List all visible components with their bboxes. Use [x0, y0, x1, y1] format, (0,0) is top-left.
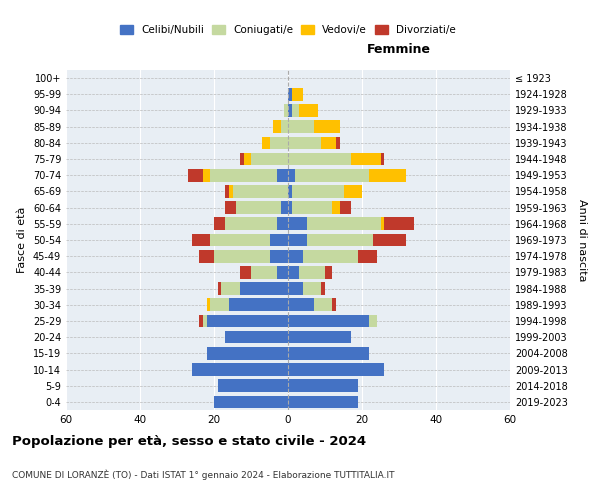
- Bar: [269, 250, 288, 262]
- Bar: [343, 185, 362, 198]
- Bar: [281, 202, 288, 214]
- Bar: [210, 234, 269, 246]
- Bar: [244, 152, 251, 166]
- Bar: [299, 104, 317, 117]
- Bar: [288, 185, 292, 198]
- Text: Femmine: Femmine: [367, 44, 431, 57]
- Bar: [221, 282, 240, 295]
- Bar: [273, 120, 281, 133]
- Bar: [206, 298, 210, 311]
- Bar: [299, 266, 325, 278]
- Bar: [236, 202, 281, 214]
- Bar: [188, 169, 203, 181]
- Bar: [277, 266, 288, 278]
- Bar: [332, 298, 336, 311]
- Legend: Celibi/Nubili, Coniugati/e, Vedovi/e, Divorziati/e: Celibi/Nubili, Coniugati/e, Vedovi/e, Di…: [116, 21, 460, 39]
- Bar: [206, 347, 288, 360]
- Bar: [240, 266, 251, 278]
- Bar: [210, 169, 277, 181]
- Bar: [336, 136, 340, 149]
- Bar: [292, 104, 299, 117]
- Bar: [214, 396, 288, 408]
- Bar: [225, 331, 288, 344]
- Bar: [203, 314, 206, 328]
- Bar: [322, 136, 336, 149]
- Bar: [288, 88, 292, 101]
- Bar: [262, 136, 269, 149]
- Bar: [210, 298, 229, 311]
- Bar: [251, 266, 277, 278]
- Bar: [288, 266, 299, 278]
- Bar: [206, 314, 288, 328]
- Text: COMUNE DI LORANZÈ (TO) - Dati ISTAT 1° gennaio 2024 - Elaborazione TUTTITALIA.IT: COMUNE DI LORANZÈ (TO) - Dati ISTAT 1° g…: [12, 470, 395, 480]
- Bar: [288, 152, 351, 166]
- Bar: [269, 234, 288, 246]
- Bar: [322, 282, 325, 295]
- Bar: [288, 250, 303, 262]
- Bar: [384, 218, 414, 230]
- Bar: [284, 104, 288, 117]
- Bar: [288, 120, 314, 133]
- Bar: [288, 282, 303, 295]
- Y-axis label: Fasce di età: Fasce di età: [17, 207, 27, 273]
- Bar: [288, 347, 370, 360]
- Bar: [288, 234, 307, 246]
- Bar: [199, 250, 214, 262]
- Bar: [269, 136, 288, 149]
- Text: Popolazione per età, sesso e stato civile - 2024: Popolazione per età, sesso e stato civil…: [12, 435, 366, 448]
- Bar: [292, 185, 343, 198]
- Bar: [332, 202, 340, 214]
- Bar: [340, 202, 351, 214]
- Bar: [370, 169, 406, 181]
- Y-axis label: Anni di nascita: Anni di nascita: [577, 198, 587, 281]
- Bar: [292, 88, 303, 101]
- Bar: [314, 298, 332, 311]
- Bar: [288, 169, 295, 181]
- Bar: [218, 380, 288, 392]
- Bar: [314, 120, 340, 133]
- Bar: [240, 152, 244, 166]
- Bar: [370, 314, 377, 328]
- Bar: [288, 202, 292, 214]
- Bar: [199, 314, 203, 328]
- Bar: [288, 314, 370, 328]
- Bar: [229, 298, 288, 311]
- Bar: [214, 218, 225, 230]
- Bar: [288, 331, 351, 344]
- Bar: [288, 396, 358, 408]
- Bar: [225, 218, 277, 230]
- Bar: [225, 202, 236, 214]
- Bar: [203, 169, 210, 181]
- Bar: [307, 234, 373, 246]
- Bar: [373, 234, 406, 246]
- Bar: [288, 136, 322, 149]
- Bar: [288, 218, 307, 230]
- Bar: [288, 363, 384, 376]
- Bar: [288, 380, 358, 392]
- Bar: [325, 266, 332, 278]
- Bar: [292, 202, 332, 214]
- Bar: [277, 169, 288, 181]
- Bar: [307, 218, 380, 230]
- Bar: [380, 152, 384, 166]
- Bar: [281, 120, 288, 133]
- Bar: [277, 218, 288, 230]
- Bar: [225, 185, 229, 198]
- Bar: [288, 104, 292, 117]
- Bar: [192, 363, 288, 376]
- Bar: [351, 152, 380, 166]
- Bar: [240, 282, 288, 295]
- Bar: [358, 250, 377, 262]
- Bar: [295, 169, 370, 181]
- Bar: [192, 234, 210, 246]
- Bar: [380, 218, 384, 230]
- Bar: [303, 250, 358, 262]
- Bar: [303, 282, 322, 295]
- Bar: [218, 282, 221, 295]
- Bar: [229, 185, 233, 198]
- Bar: [214, 250, 269, 262]
- Bar: [288, 298, 314, 311]
- Bar: [251, 152, 288, 166]
- Bar: [233, 185, 288, 198]
